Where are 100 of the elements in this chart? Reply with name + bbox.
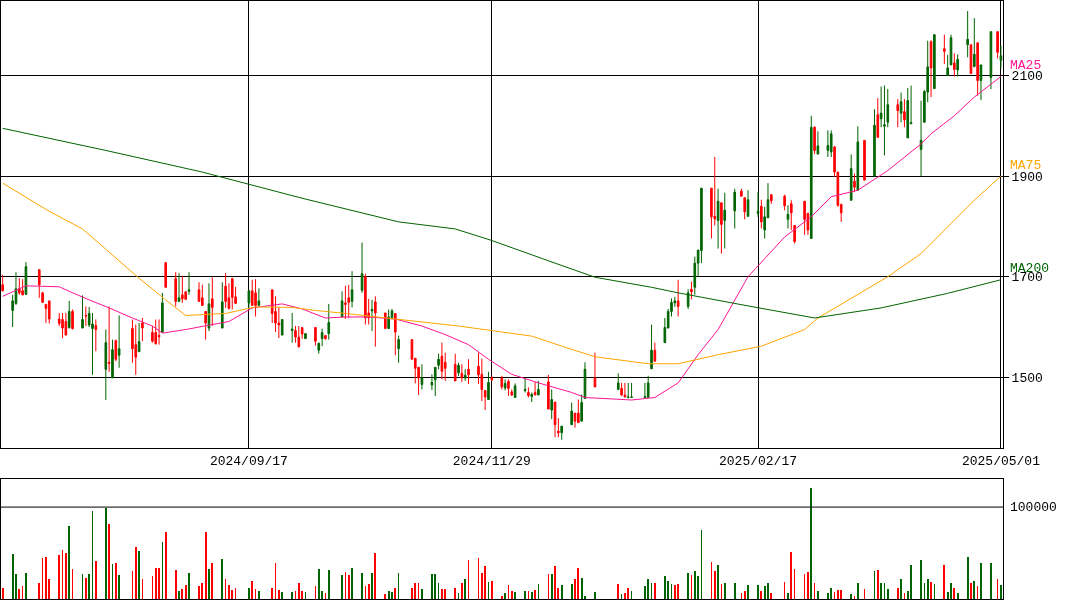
candlestick xyxy=(653,342,657,362)
candlestick xyxy=(44,303,48,324)
candlestick xyxy=(397,335,400,364)
candlestick xyxy=(740,188,743,197)
bar xyxy=(58,555,60,599)
candlestick xyxy=(577,399,580,424)
bar xyxy=(664,576,666,599)
candlestick xyxy=(230,277,234,310)
text: 100000 xyxy=(1010,500,1057,515)
bar xyxy=(687,573,689,599)
candlestick xyxy=(394,312,397,356)
bar xyxy=(108,524,110,599)
candlestick xyxy=(297,325,301,349)
candlestick xyxy=(174,271,178,307)
y-tick-label: 2100 xyxy=(1011,69,1043,85)
candlestick xyxy=(304,333,307,340)
candlestick xyxy=(593,352,597,388)
candlestick xyxy=(67,300,71,330)
candlestick xyxy=(996,31,999,59)
bar xyxy=(45,557,47,599)
bar xyxy=(391,592,393,599)
candlestick xyxy=(24,261,28,296)
candlestick xyxy=(21,278,24,296)
candlestick xyxy=(560,425,563,441)
candlestick xyxy=(743,197,747,220)
bar xyxy=(68,526,70,599)
bar xyxy=(850,594,852,599)
bar xyxy=(581,578,583,599)
candlestick xyxy=(720,202,723,255)
bar xyxy=(248,588,250,599)
candlestick xyxy=(457,362,460,377)
candlestick xyxy=(500,375,504,390)
candlestick xyxy=(550,388,554,420)
bar xyxy=(384,594,386,599)
candlestick xyxy=(224,272,227,309)
bar xyxy=(810,488,812,599)
bar xyxy=(551,574,553,599)
candlestick xyxy=(976,42,979,97)
candlestick xyxy=(906,87,910,139)
bar xyxy=(341,575,343,599)
candlestick xyxy=(141,317,144,342)
candlestick xyxy=(547,374,550,410)
bar xyxy=(980,563,982,599)
candlestick xyxy=(294,325,297,344)
candlestick xyxy=(181,275,184,304)
candlestick xyxy=(164,262,168,288)
x-tick-label: 2025/02/17 xyxy=(719,453,798,469)
candlestick xyxy=(966,10,969,58)
bar xyxy=(444,589,446,599)
bar xyxy=(374,553,376,599)
bar xyxy=(441,589,443,599)
candlestick xyxy=(899,92,903,123)
bar xyxy=(554,566,556,599)
bar xyxy=(2,588,4,599)
candlestick xyxy=(94,319,98,352)
bar xyxy=(571,584,573,599)
candlestick xyxy=(876,97,880,138)
bar xyxy=(757,585,759,599)
bar xyxy=(830,588,832,599)
bar xyxy=(747,585,749,599)
bar xyxy=(371,573,373,599)
bar xyxy=(188,573,190,599)
candlestick xyxy=(420,363,424,390)
candlestick xyxy=(37,269,41,299)
bar xyxy=(208,569,210,599)
bar xyxy=(421,589,423,599)
candlestick xyxy=(280,319,284,336)
candlestick xyxy=(467,358,470,385)
bar xyxy=(228,585,230,599)
bar xyxy=(953,588,955,599)
candlestick xyxy=(989,31,993,90)
candlestick xyxy=(856,125,860,191)
candlestick xyxy=(104,329,108,401)
bar xyxy=(957,593,959,599)
candlestick xyxy=(746,189,750,217)
bar xyxy=(298,583,300,599)
candlestick xyxy=(161,292,164,333)
bar xyxy=(857,583,859,599)
candlestick xyxy=(64,312,68,336)
candlestick xyxy=(1,274,4,292)
bar xyxy=(165,532,167,599)
bar xyxy=(837,590,839,599)
candlestick xyxy=(903,98,906,128)
candlestick xyxy=(197,281,201,302)
candlestick xyxy=(723,192,727,250)
candlestick xyxy=(623,382,627,398)
candlestick xyxy=(247,290,251,310)
bar xyxy=(368,584,370,599)
bar xyxy=(175,570,177,599)
candlestick xyxy=(620,382,623,397)
bar xyxy=(115,563,117,599)
candlestick xyxy=(490,375,494,382)
bar xyxy=(434,574,436,599)
candlestick xyxy=(630,382,633,398)
candlestick xyxy=(254,278,257,317)
bar xyxy=(105,508,107,599)
candlestick xyxy=(533,381,537,396)
candlestick xyxy=(972,17,976,68)
candlestick xyxy=(863,139,866,181)
bar xyxy=(464,579,466,599)
